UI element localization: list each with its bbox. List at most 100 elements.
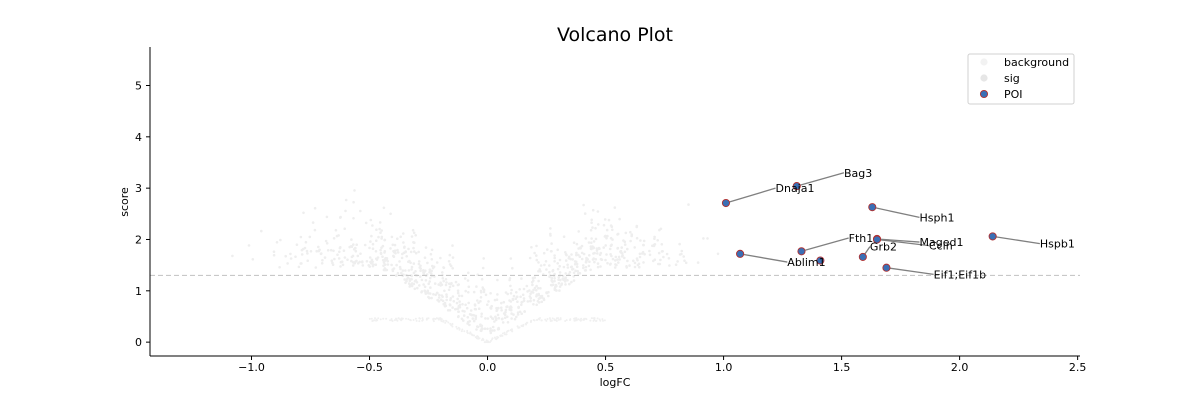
background-point bbox=[361, 260, 364, 263]
background-point bbox=[447, 288, 451, 292]
background-point bbox=[295, 243, 299, 246]
background-point bbox=[491, 317, 495, 321]
background-point bbox=[530, 320, 532, 323]
background-point bbox=[313, 228, 317, 232]
background-point bbox=[380, 229, 384, 232]
background-point bbox=[556, 262, 559, 265]
background-point bbox=[473, 307, 477, 311]
background-point bbox=[566, 266, 570, 269]
background-point bbox=[598, 253, 602, 256]
background-point bbox=[405, 254, 409, 258]
background-point bbox=[431, 266, 435, 270]
background-point bbox=[536, 319, 538, 322]
background-point bbox=[638, 255, 642, 259]
background-point bbox=[317, 245, 320, 249]
background-point bbox=[575, 317, 578, 320]
background-point bbox=[560, 283, 563, 287]
background-point bbox=[333, 257, 336, 261]
background-point bbox=[370, 258, 374, 262]
background-point bbox=[470, 333, 473, 336]
background-point bbox=[554, 289, 558, 292]
x-tick-label: 0.5 bbox=[597, 361, 615, 374]
background-point bbox=[332, 249, 335, 253]
background-point bbox=[531, 283, 534, 287]
background-point bbox=[522, 297, 526, 300]
background-point bbox=[602, 246, 605, 249]
background-point bbox=[680, 252, 683, 256]
background-point bbox=[414, 317, 417, 320]
background-point bbox=[320, 262, 324, 265]
background-point bbox=[412, 271, 416, 275]
background-point bbox=[566, 279, 569, 282]
poi-leader-line bbox=[725, 187, 776, 204]
background-point bbox=[371, 224, 374, 227]
background-point bbox=[619, 249, 623, 253]
background-point bbox=[594, 237, 598, 241]
background-point bbox=[540, 319, 543, 322]
background-point bbox=[606, 234, 609, 238]
background-point bbox=[530, 246, 533, 249]
background-point bbox=[570, 253, 573, 256]
background-point bbox=[371, 247, 375, 250]
background-point bbox=[589, 268, 592, 272]
background-point bbox=[496, 328, 500, 331]
background-point bbox=[604, 234, 607, 238]
background-point bbox=[616, 258, 619, 261]
legend-label: background bbox=[1004, 56, 1069, 69]
background-point bbox=[461, 328, 464, 331]
background-point bbox=[509, 292, 513, 295]
background-point bbox=[350, 259, 353, 263]
background-point bbox=[609, 236, 613, 240]
background-point bbox=[496, 278, 499, 282]
background-point bbox=[400, 256, 404, 260]
background-point bbox=[489, 292, 492, 295]
background-point bbox=[449, 264, 453, 268]
background-point bbox=[448, 309, 452, 312]
background-point bbox=[491, 329, 494, 332]
background-point bbox=[399, 235, 403, 239]
chart-title: Volcano Plot bbox=[557, 24, 673, 46]
background-point bbox=[608, 263, 612, 266]
background-point bbox=[577, 253, 580, 257]
background-point bbox=[477, 307, 481, 311]
background-point bbox=[495, 309, 499, 313]
background-point bbox=[390, 235, 394, 239]
background-point bbox=[558, 264, 561, 268]
background-point bbox=[441, 271, 444, 274]
background-point bbox=[370, 261, 373, 265]
background-point bbox=[437, 296, 441, 299]
background-point bbox=[526, 300, 530, 303]
background-point bbox=[454, 280, 458, 284]
background-point bbox=[578, 255, 582, 258]
background-point bbox=[582, 252, 586, 256]
background-point bbox=[423, 256, 427, 260]
background-point bbox=[429, 286, 432, 289]
background-point bbox=[515, 295, 519, 299]
background-point bbox=[546, 248, 549, 251]
background-point bbox=[566, 263, 569, 267]
background-point bbox=[503, 333, 506, 336]
background-point bbox=[553, 277, 556, 280]
background-point bbox=[575, 242, 579, 246]
background-point bbox=[642, 239, 646, 243]
background-point bbox=[525, 321, 528, 324]
background-point bbox=[410, 265, 414, 269]
background-point bbox=[432, 293, 435, 296]
background-point bbox=[465, 306, 469, 310]
background-point bbox=[553, 286, 557, 290]
background-point bbox=[340, 260, 344, 264]
background-point bbox=[496, 293, 499, 296]
background-point bbox=[300, 262, 303, 265]
background-point bbox=[482, 257, 486, 260]
background-point bbox=[629, 230, 632, 234]
background-point bbox=[445, 281, 448, 284]
background-point bbox=[508, 306, 512, 309]
poi-point bbox=[882, 263, 891, 272]
background-point bbox=[525, 284, 529, 288]
background-point bbox=[403, 245, 406, 249]
background-point bbox=[489, 306, 492, 310]
background-point bbox=[680, 249, 684, 253]
background-point bbox=[590, 241, 593, 244]
poi-point bbox=[816, 256, 825, 265]
background-point bbox=[339, 265, 342, 268]
